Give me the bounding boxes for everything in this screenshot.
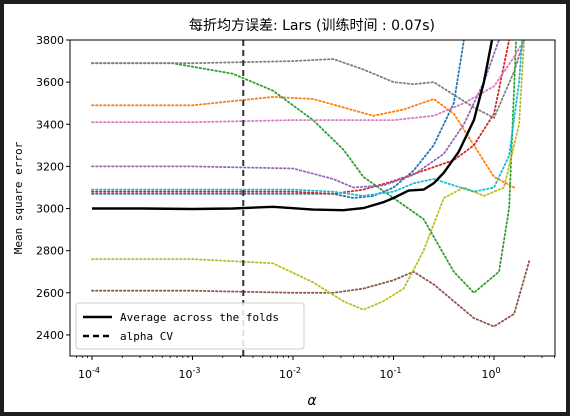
x-tick-label: 100 [481,366,500,381]
legend: Average across the folds alpha CV [75,302,305,350]
series-layer [91,40,531,356]
x-tick-label: 10-2 [279,366,301,381]
legend-box [75,302,305,350]
average-series-line [92,40,494,212]
y-tick-label: 3400 [36,118,64,131]
fold-series-line-1 [91,40,465,199]
y-tick-label: 3600 [36,76,64,89]
fold-series-line-4 [91,40,510,195]
fold-series-line-6 [91,260,531,328]
fold-series-line-3 [91,40,517,295]
fold-series-line-9 [91,40,525,311]
y-tick-label: 2800 [36,245,64,258]
y-axis-label: Mean square error [12,141,25,254]
legend-label-2: alpha CV [120,330,173,343]
y-tick-label: 3800 [36,34,64,47]
y-tick-label: 2400 [36,329,64,342]
y-tick-label: 2600 [36,287,64,300]
legend-label-1: Average across the folds [120,311,279,324]
x-tick-label: 10-3 [179,366,201,381]
fold-series-line-8 [91,40,525,120]
x-axis-label: α [307,393,317,409]
axes-layer: 2400 2600 2800 3000 3200 3400 3600 3800 10-4 10-3… [36,34,556,381]
fold-series-line-10 [91,40,523,197]
chart-title: 每折均方误差: Lars (训练时间 : 0.07s) [189,18,435,34]
y-tick-label: 3000 [36,203,64,216]
fold-series-line-5 [91,40,500,189]
fold-series-line-7 [91,40,525,124]
x-tick-label: 10-1 [380,366,402,381]
fold-series-line-2 [91,95,515,189]
x-tick-label: 10-4 [78,366,100,381]
y-tick-label: 3200 [36,160,64,173]
plot-frame [69,39,556,357]
